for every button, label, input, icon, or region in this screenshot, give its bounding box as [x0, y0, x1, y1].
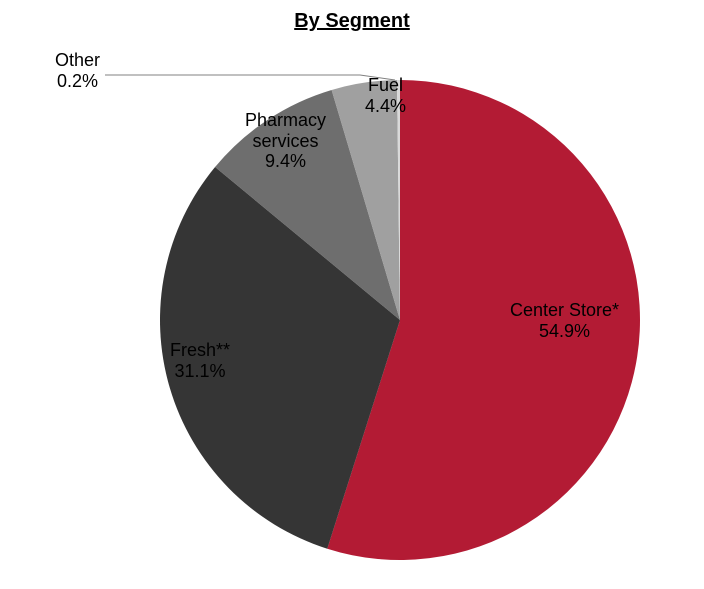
chart-title: By Segment [0, 10, 704, 33]
pie-chart [0, 0, 704, 589]
pie-chart-container: By Segment Center Store* 54.9%Fresh** 31… [0, 0, 704, 589]
